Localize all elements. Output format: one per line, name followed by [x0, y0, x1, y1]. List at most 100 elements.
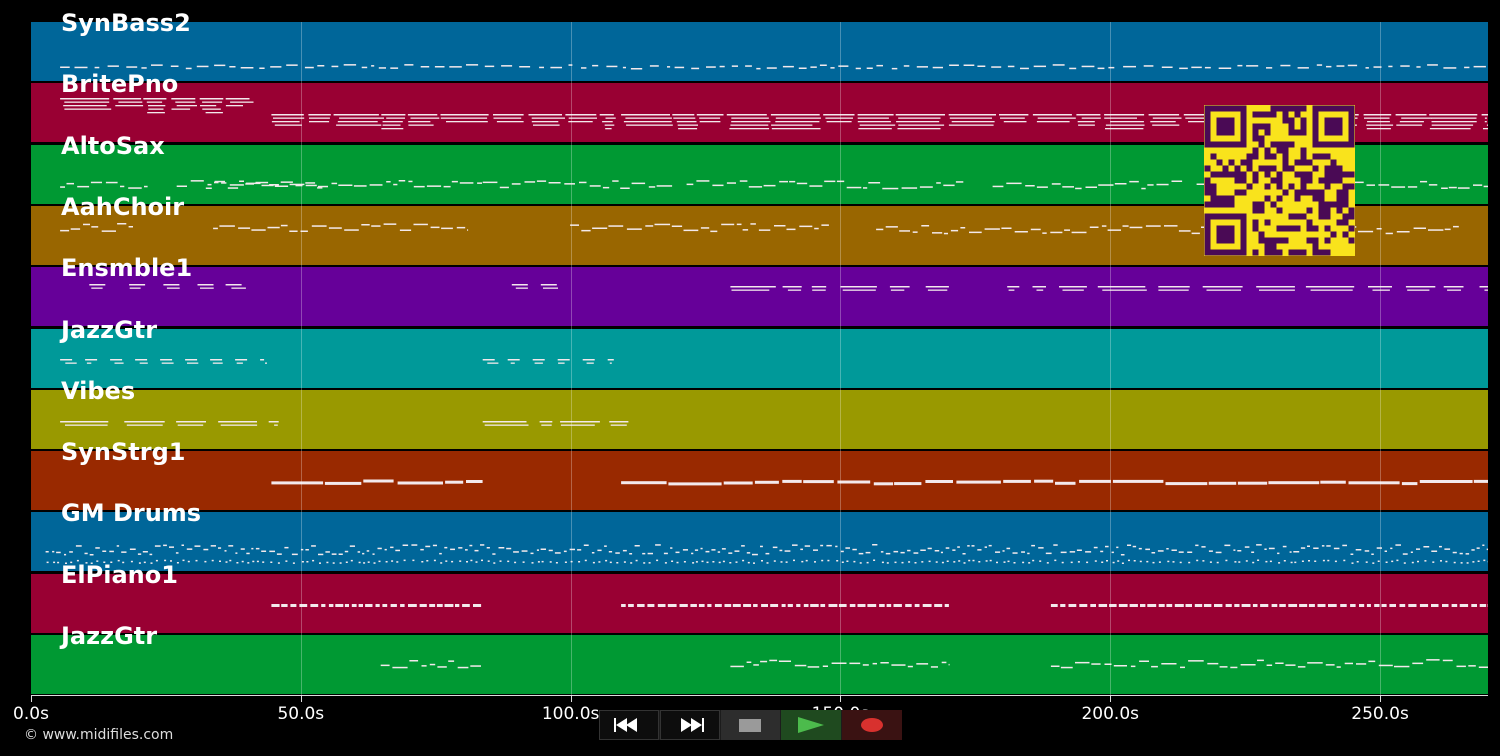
note-segment [90, 181, 102, 183]
note-segment [1152, 124, 1180, 127]
note-segment [1363, 114, 1392, 116]
note-segment [1410, 551, 1413, 554]
note-segment [1376, 547, 1382, 550]
note-segment [64, 101, 110, 104]
note-segment [1266, 664, 1273, 666]
note-segment [867, 603, 877, 607]
note-segment [175, 552, 179, 555]
note-segment [77, 185, 90, 187]
note-segment [143, 561, 146, 564]
note-segment [671, 560, 674, 563]
note-segment [840, 551, 844, 553]
note-segment [419, 603, 427, 607]
note-segment [1336, 65, 1345, 67]
note-segment [200, 105, 217, 107]
note-segment [914, 603, 920, 607]
note-segment [866, 67, 873, 69]
note-segment [736, 223, 742, 225]
note-segment [102, 550, 107, 553]
note-segment [857, 603, 866, 607]
note-segment [70, 561, 73, 564]
note-segment [583, 544, 589, 547]
note-segment [65, 562, 67, 565]
note-segment [1006, 182, 1022, 184]
note-segment [53, 561, 56, 564]
rewind-button[interactable] [599, 710, 659, 740]
note-segment [426, 184, 442, 187]
note-segment [289, 183, 305, 185]
note-segment [470, 665, 481, 667]
note-segment [440, 562, 443, 565]
play-button[interactable] [781, 710, 842, 740]
note-segment [493, 114, 524, 116]
note-segment [333, 114, 379, 116]
note-segment [1237, 64, 1243, 67]
note-segment [261, 184, 274, 186]
note-segment [778, 660, 791, 662]
note-segment [229, 560, 232, 562]
note-segment [838, 65, 849, 67]
note-segment [799, 225, 813, 227]
note-segment [118, 101, 143, 104]
note-segment [934, 603, 943, 607]
note-segment [944, 603, 949, 607]
note-segment [1166, 603, 1173, 607]
note-segment [1158, 603, 1165, 607]
qr-code [1204, 105, 1355, 256]
note-segment [1150, 121, 1176, 123]
note-segment [171, 98, 196, 100]
note-segment [493, 117, 522, 120]
note-segment [835, 546, 838, 548]
note-segment [656, 184, 673, 187]
record-button[interactable] [842, 710, 902, 740]
track-row [31, 635, 1488, 694]
note-segment [103, 561, 106, 564]
note-segment [1157, 550, 1164, 553]
note-segment [440, 117, 488, 120]
note-segment [1237, 550, 1242, 552]
note-segment [1208, 481, 1237, 485]
note-segment [1001, 227, 1012, 229]
note-segment [999, 114, 1029, 116]
note-segment [1089, 226, 1099, 228]
note-segment [683, 229, 699, 231]
note-segment [876, 64, 883, 67]
note-segment [828, 603, 838, 607]
stop-button[interactable] [720, 710, 781, 740]
note-segment [269, 183, 279, 186]
note-segment [1121, 562, 1124, 565]
note-segment [1075, 187, 1082, 189]
note-segment [631, 182, 646, 184]
note-segment [487, 362, 499, 364]
note-segment [771, 124, 813, 127]
note-segment [1297, 67, 1309, 69]
note-segment [589, 184, 601, 187]
note-segment [900, 552, 905, 554]
track-notes [60, 420, 629, 426]
track-notes [380, 659, 1488, 669]
note-segment [628, 603, 634, 607]
note-segment [240, 548, 245, 551]
note-segment [219, 225, 235, 227]
note-segment [1003, 561, 1006, 564]
note-segment [770, 114, 820, 116]
note-segment [409, 660, 419, 662]
note-segment [1403, 562, 1406, 565]
note-segment [1060, 666, 1073, 669]
note-segment [85, 562, 88, 564]
note-segment [501, 65, 513, 67]
note-segment [207, 183, 212, 185]
note-segment [116, 545, 120, 548]
note-segment [511, 284, 528, 286]
fast-forward-button[interactable] [659, 710, 720, 740]
note-segment [197, 284, 214, 286]
note-segment [1416, 66, 1421, 68]
note-segment [344, 229, 359, 231]
note-segment [1468, 665, 1476, 667]
note-segment [1129, 180, 1139, 182]
note-segment [311, 545, 316, 548]
note-segment [568, 121, 593, 123]
note-segment [1473, 479, 1488, 483]
note-segment [286, 64, 298, 66]
note-segment [1122, 225, 1129, 227]
